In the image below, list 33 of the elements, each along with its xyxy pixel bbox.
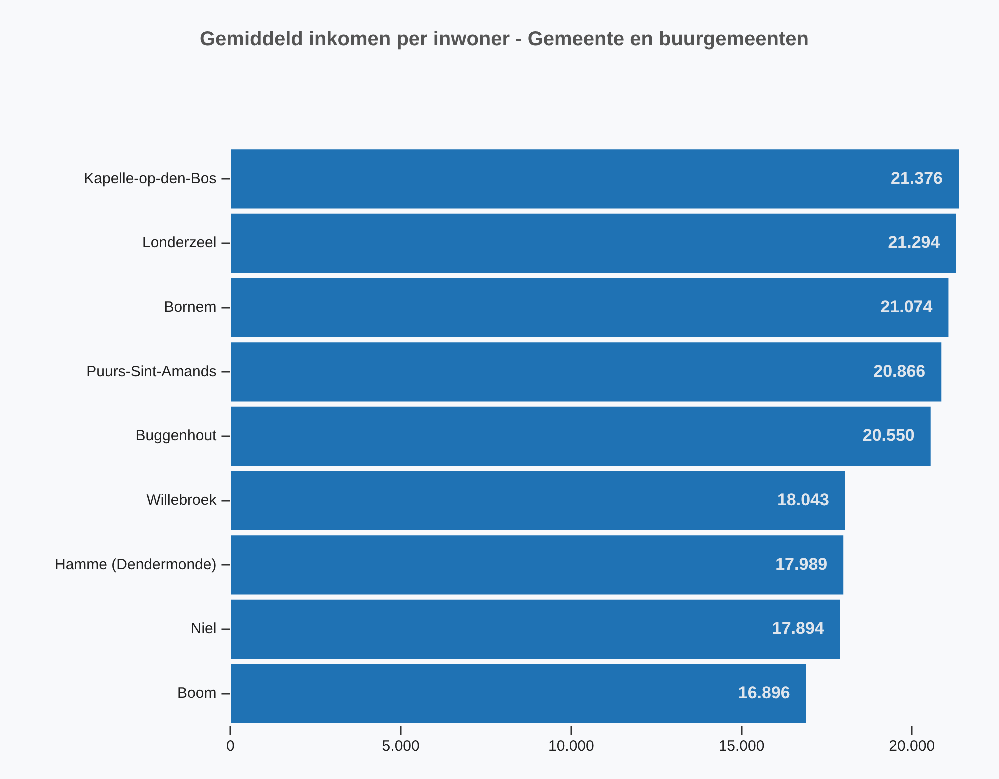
- y-tick-label: Kapelle-op-den-Bos: [84, 170, 217, 188]
- bar: [231, 214, 956, 274]
- bar: [231, 471, 846, 530]
- data-label: 17.894: [772, 619, 825, 638]
- data-label: 20.866: [874, 362, 926, 381]
- data-label: 21.376: [891, 168, 943, 188]
- y-tick-label: Puurs-Sint-Amands: [86, 363, 217, 380]
- data-label: 21.074: [880, 298, 934, 317]
- y-tick-label: Buggenhout: [136, 428, 218, 445]
- data-label: 20.550: [862, 426, 915, 446]
- y-tick-label: Londerzeel: [142, 234, 217, 252]
- chart-title: Gemiddeld inkomen per inwoner - Gemeente en buurgemeenten: [200, 28, 810, 51]
- x-tick-label: 15.000: [718, 738, 765, 756]
- bar: [231, 406, 931, 466]
- bar: [231, 342, 942, 402]
- bar: [231, 664, 806, 724]
- x-tick-label: 10.000: [548, 738, 594, 756]
- bar: [231, 278, 949, 338]
- data-label: 17.989: [776, 554, 828, 574]
- bar: [231, 600, 840, 660]
- data-label: 21.294: [888, 233, 941, 252]
- x-tick-label: 20.000: [889, 738, 936, 756]
- bar: [231, 150, 959, 209]
- y-tick-label: Niel: [190, 620, 217, 638]
- data-label: 16.896: [738, 684, 790, 703]
- bar: [231, 536, 844, 595]
- y-tick-label: Hamme (Dendermonde): [54, 556, 217, 574]
- data-label: 18.043: [777, 490, 830, 510]
- y-tick-label: Bornem: [164, 298, 217, 316]
- y-tick-label: Boom: [178, 684, 217, 702]
- x-tick-label: 5.000: [382, 738, 420, 756]
- x-tick-label: 0: [226, 738, 235, 756]
- y-tick-label: Willebroek: [146, 492, 218, 509]
